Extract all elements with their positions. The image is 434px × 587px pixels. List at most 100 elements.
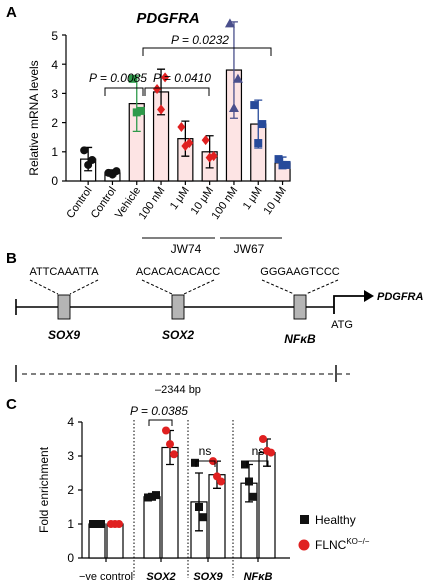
c-point-1-1-1 bbox=[166, 440, 174, 449]
c-legend-marker-flnc bbox=[298, 539, 310, 551]
a-point-7-1 bbox=[254, 139, 263, 148]
a-point-5-0 bbox=[201, 135, 210, 146]
c-legend-label-flnc-superscript: KO−/− bbox=[346, 537, 369, 546]
a-point-2-0 bbox=[128, 74, 137, 83]
a-point-4-2 bbox=[185, 138, 194, 149]
b-tss-line bbox=[333, 295, 368, 314]
a-bracket-control bbox=[104, 87, 144, 96]
panel-c-y-ticks: 0 1 2 3 4 bbox=[67, 415, 74, 565]
a-point-8-2 bbox=[282, 160, 291, 169]
a-ytick-0: 0 bbox=[51, 174, 58, 188]
panel-a-letter: A bbox=[6, 4, 17, 21]
a-point-3-0 bbox=[153, 84, 162, 95]
b-connector-sox9 bbox=[29, 279, 99, 295]
a-point-5-2 bbox=[209, 151, 218, 162]
panel-c-plot bbox=[78, 421, 290, 562]
a-ytick-3: 3 bbox=[51, 87, 58, 101]
c-legend-marker-healthy bbox=[300, 515, 309, 524]
b-site-box-sox2 bbox=[171, 294, 185, 320]
panel-a-title: PDGFRA bbox=[136, 10, 199, 27]
a-ytick-1: 1 bbox=[51, 145, 58, 159]
c-ytick-3: 3 bbox=[67, 449, 74, 463]
a-point-6-1 bbox=[228, 103, 239, 112]
panel-c: C Fold enrichment 0 1 2 3 4 −ve control S… bbox=[6, 396, 370, 583]
c-point-0-0-2 bbox=[97, 520, 105, 528]
panel-b-letter: B bbox=[6, 250, 17, 267]
a-ytick-2: 2 bbox=[51, 116, 58, 130]
a-point-4-0 bbox=[177, 121, 186, 132]
c-ytick-1: 1 bbox=[67, 517, 74, 531]
c-point-0-1-2 bbox=[115, 520, 123, 528]
c-point-1-1-2 bbox=[170, 450, 178, 459]
c-x-label-3: NFκB bbox=[244, 571, 273, 583]
a-ytick-5: 5 bbox=[51, 29, 58, 43]
a-bracket-jw74 bbox=[144, 87, 210, 96]
c-bar-3-1 bbox=[258, 452, 276, 559]
b-connector-nfkb bbox=[261, 279, 339, 295]
a-point-7-0 bbox=[250, 101, 259, 110]
c-point-1-1-0 bbox=[162, 426, 170, 435]
a-x-label-7: 1 μM bbox=[241, 185, 265, 212]
c-bar-0-1 bbox=[106, 523, 124, 559]
a-point-0-0 bbox=[80, 146, 89, 155]
c-ytick-2: 2 bbox=[67, 483, 74, 497]
c-legend-label-healthy: Healthy bbox=[315, 513, 356, 527]
a-ytick-4: 4 bbox=[51, 58, 58, 72]
a-point-6-0 bbox=[224, 18, 235, 28]
a-point-6-2 bbox=[232, 73, 243, 83]
c-bracket-sox2 bbox=[148, 419, 173, 426]
c-point-2-1-2 bbox=[217, 477, 225, 486]
b-site-sequence-sox9: ATTCAAATTA bbox=[29, 266, 99, 278]
a-point-8-0 bbox=[274, 155, 283, 164]
a-point-3-1 bbox=[157, 104, 166, 115]
panel-c-ylabel: Fold enrichment bbox=[37, 446, 51, 533]
c-legend: Healthy FLNCKO−/− bbox=[298, 513, 370, 552]
a-point-3-2 bbox=[161, 72, 170, 83]
c-x-label-0: −ve control bbox=[79, 571, 133, 583]
a-x-label-8: 10 μM bbox=[262, 185, 289, 217]
a-bracket-jw67 bbox=[142, 47, 272, 56]
b-site-sequence-sox2: ACACACACACC bbox=[136, 266, 220, 278]
a-point-2-2 bbox=[136, 106, 145, 115]
c-pvalue-sox2: P = 0.0385 bbox=[130, 404, 188, 418]
c-x-label-1: SOX2 bbox=[146, 571, 175, 583]
b-site-box-nfkb bbox=[293, 294, 307, 320]
panel-a-plot bbox=[62, 18, 291, 185]
b-gene-label: PDGFRA bbox=[377, 291, 424, 303]
c-point-3-1-0 bbox=[259, 435, 267, 443]
panel-c-letter: C bbox=[6, 396, 17, 413]
b-site-box-sox9 bbox=[57, 294, 71, 320]
c-x-label-2: SOX9 bbox=[193, 571, 223, 583]
a-point-7-2 bbox=[258, 120, 267, 129]
a-point-1-2 bbox=[112, 167, 121, 176]
c-point-3-1-2 bbox=[267, 448, 275, 457]
b-factor-nfkb: NFκB bbox=[284, 332, 316, 346]
c-point-3-0-2 bbox=[249, 492, 257, 501]
c-point-3-0-1 bbox=[245, 477, 253, 486]
panel-a-ylabel: Relative mRNA levels bbox=[27, 60, 41, 175]
c-bracket-nfkb bbox=[246, 460, 269, 467]
b-distance-label: –2344 bp bbox=[155, 384, 201, 396]
b-atg-label: ATG bbox=[331, 319, 353, 331]
a-pvalue-jw67: P = 0.0232 bbox=[171, 33, 229, 47]
c-ytick-0: 0 bbox=[67, 551, 74, 565]
c-bar-0-0 bbox=[88, 523, 106, 559]
panel-a: A PDGFRA Relative mRNA levels 0 1 2 3 4 … bbox=[6, 4, 291, 256]
a-pvalue-jw74: P = 0.0410 bbox=[153, 71, 211, 85]
panel-a-y-ticks: 0 1 2 3 4 5 bbox=[51, 29, 58, 188]
b-connector-sox2 bbox=[141, 279, 215, 295]
b-site-sequence-nfkb: GGGAAGTCCC bbox=[260, 266, 340, 278]
panel-b: B ATTCAAATTA ACACACACACC GGGAAGTCCC PDGF… bbox=[6, 250, 424, 396]
a-group-label-jw67: JW67 bbox=[234, 242, 265, 256]
c-legend-label-flnc: FLNCKO−/− bbox=[315, 537, 370, 552]
c-ytick-4: 4 bbox=[67, 415, 74, 429]
c-ns-sox9: ns bbox=[199, 444, 212, 458]
b-tss-arrowhead bbox=[364, 290, 374, 302]
c-legend-label-flnc-base: FLNC bbox=[315, 538, 347, 552]
c-ns-nfkb: ns bbox=[252, 444, 265, 458]
c-point-2-0-1 bbox=[195, 503, 203, 511]
c-point-2-0-0 bbox=[191, 458, 199, 467]
a-group-label-jw74: JW74 bbox=[171, 242, 202, 256]
